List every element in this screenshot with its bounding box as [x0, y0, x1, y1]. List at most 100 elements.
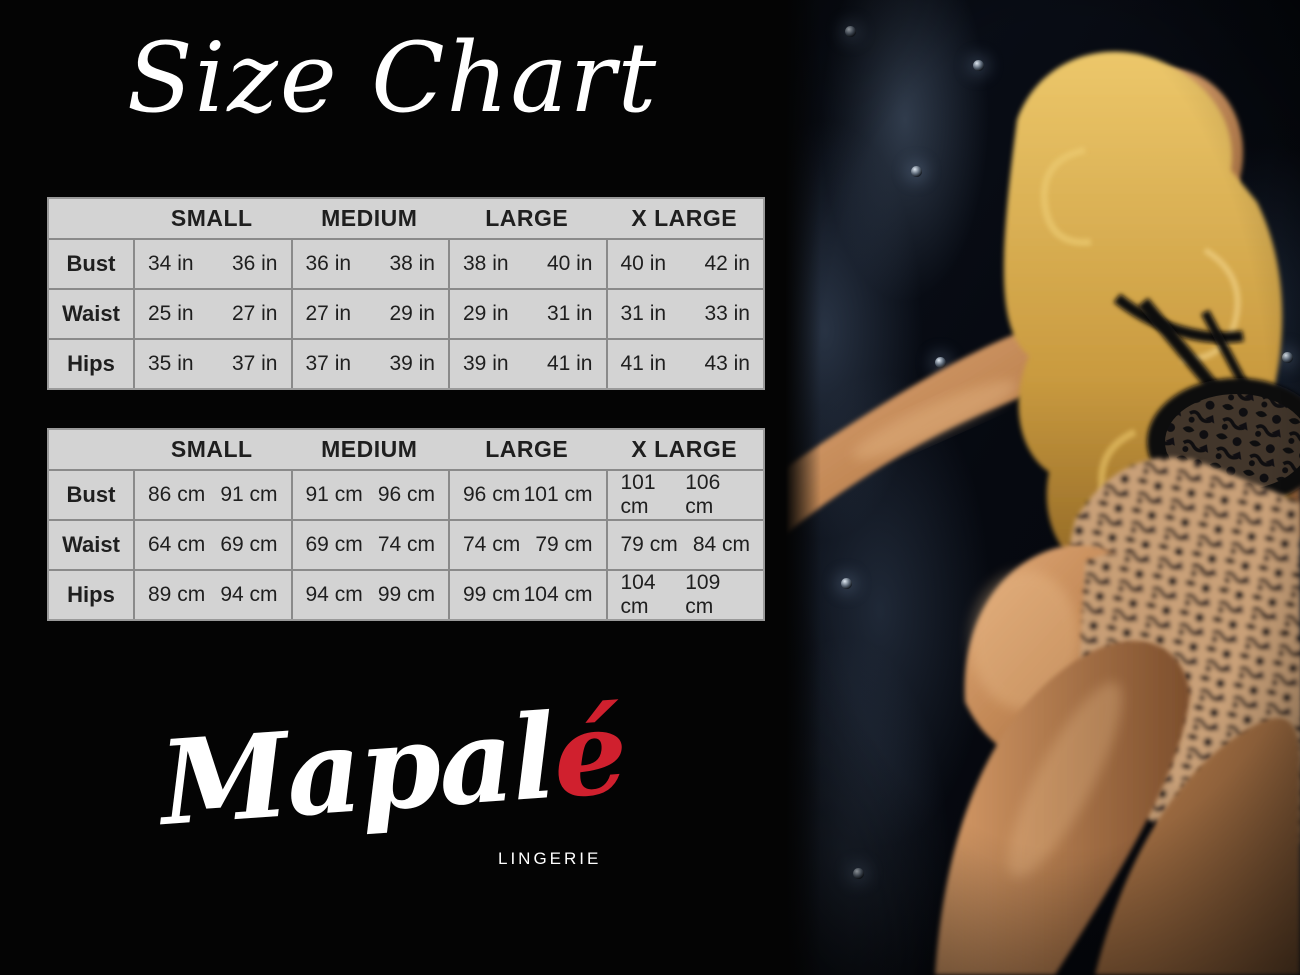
value: 104 cm	[620, 571, 656, 618]
cell-xlarge: 41 in 43 in	[605, 340, 764, 388]
column-header-small: SMALL	[170, 205, 253, 231]
table-row-bust: Bust 34 in 36 in 36 in 38 in 38 in 40 in…	[49, 238, 763, 288]
value: 109 cm	[685, 571, 721, 618]
value: 40 in	[546, 252, 593, 275]
value: 37 in	[231, 352, 278, 375]
value: 43 in	[704, 352, 750, 375]
column-header-medium: MEDIUM	[321, 205, 418, 231]
column-header-xlarge: X LARGE	[631, 205, 738, 231]
column-header-large: LARGE	[485, 436, 569, 462]
value: 25 in	[148, 302, 194, 325]
row-label: Bust	[66, 482, 116, 507]
cell-xlarge: 101 cm 106 cm	[605, 471, 764, 519]
value: 29 in	[389, 302, 435, 325]
value: 33 in	[704, 302, 750, 325]
value: 37 in	[305, 352, 352, 375]
value: 39 in	[463, 352, 509, 375]
column-header-xlarge: X LARGE	[631, 436, 738, 462]
corner-cell	[49, 199, 133, 238]
value: 86 cm	[148, 483, 206, 506]
size-table-centimeters: SMALL MEDIUM LARGE X LARGE Bust 86 cm 91…	[47, 428, 765, 621]
value: 27 in	[305, 302, 352, 325]
table-row-hips: Hips 89 cm 94 cm 94 cm 99 cm 99 cm 104 c…	[49, 569, 763, 619]
brand-logo: Mapalé LINGERIE	[0, 684, 785, 868]
value: 69 cm	[305, 533, 363, 556]
table-row-waist: Waist 25 in 27 in 27 in 29 in 29 in 31 i…	[49, 288, 763, 338]
value: 38 in	[389, 252, 435, 275]
row-label: Hips	[67, 582, 115, 607]
value: 27 in	[231, 302, 278, 325]
cell-large: 29 in 31 in	[448, 290, 606, 338]
value: 94 cm	[220, 583, 278, 606]
cell-large: 96 cm 101 cm	[448, 471, 606, 519]
value: 74 cm	[377, 533, 435, 556]
cell-small: 89 cm 94 cm	[133, 571, 291, 619]
corner-cell	[49, 430, 133, 469]
value: 89 cm	[148, 583, 206, 606]
value: 74 cm	[463, 533, 521, 556]
value: 39 in	[389, 352, 435, 375]
table-row-hips: Hips 35 in 37 in 37 in 39 in 39 in 41 in…	[49, 338, 763, 388]
size-table-inches: SMALL MEDIUM LARGE X LARGE Bust 34 in 36…	[47, 197, 765, 390]
column-header-large: LARGE	[485, 205, 569, 231]
value: 91 cm	[305, 483, 363, 506]
value: 42 in	[704, 252, 750, 275]
value: 84 cm	[692, 533, 750, 556]
value: 40 in	[620, 252, 667, 275]
cell-medium: 94 cm 99 cm	[290, 571, 449, 619]
value: 106 cm	[685, 471, 721, 518]
value: 79 cm	[620, 533, 678, 556]
value: 101 cm	[620, 471, 656, 518]
value: 91 cm	[220, 483, 278, 506]
value: 36 in	[231, 252, 278, 275]
cell-large: 99 cm 104 cm	[448, 571, 606, 619]
model-photo	[785, 0, 1300, 975]
cell-xlarge: 40 in 42 in	[605, 240, 764, 288]
value: 69 cm	[220, 533, 278, 556]
cell-medium: 37 in 39 in	[290, 340, 449, 388]
value: 31 in	[620, 302, 667, 325]
cell-large: 74 cm 79 cm	[448, 521, 606, 569]
brand-wordmark: Mapalé	[155, 677, 630, 860]
cell-small: 86 cm 91 cm	[133, 471, 291, 519]
table-row-bust: Bust 86 cm 91 cm 91 cm 96 cm 96 cm 101 c…	[49, 469, 763, 519]
table-row-waist: Waist 64 cm 69 cm 69 cm 74 cm 74 cm 79 c…	[49, 519, 763, 569]
row-label: Bust	[66, 251, 116, 276]
value: 96 cm	[463, 483, 521, 506]
value: 99 cm	[463, 583, 521, 606]
cell-xlarge: 31 in 33 in	[605, 290, 764, 338]
cell-medium: 36 in 38 in	[290, 240, 449, 288]
value: 36 in	[305, 252, 352, 275]
row-label: Waist	[62, 532, 120, 557]
value: 104 cm	[523, 583, 593, 606]
cell-large: 39 in 41 in	[448, 340, 606, 388]
value: 35 in	[148, 352, 194, 375]
cell-medium: 69 cm 74 cm	[290, 521, 449, 569]
value: 101 cm	[523, 483, 593, 506]
value: 96 cm	[377, 483, 435, 506]
cell-medium: 27 in 29 in	[290, 290, 449, 338]
cell-xlarge: 104 cm 109 cm	[605, 571, 764, 619]
cell-small: 64 cm 69 cm	[133, 521, 291, 569]
row-label: Hips	[67, 351, 115, 376]
brand-name-accent: é	[548, 683, 630, 825]
brand-name-main: Mapal	[155, 688, 558, 853]
cell-small: 34 in 36 in	[133, 240, 291, 288]
cell-medium: 91 cm 96 cm	[290, 471, 449, 519]
table-header-row: SMALL MEDIUM LARGE X LARGE	[49, 430, 763, 469]
value: 94 cm	[305, 583, 363, 606]
value: 29 in	[463, 302, 509, 325]
cell-xlarge: 79 cm 84 cm	[605, 521, 764, 569]
value: 31 in	[546, 302, 593, 325]
page-title: Size Chart	[126, 22, 659, 134]
value: 64 cm	[148, 533, 206, 556]
model-figure	[785, 0, 1300, 975]
table-header-row: SMALL MEDIUM LARGE X LARGE	[49, 199, 763, 238]
cell-large: 38 in 40 in	[448, 240, 606, 288]
value: 79 cm	[535, 533, 593, 556]
row-label: Waist	[62, 301, 120, 326]
brand-tagline: LINGERIE	[498, 849, 602, 868]
cell-small: 35 in 37 in	[133, 340, 291, 388]
value: 38 in	[463, 252, 509, 275]
